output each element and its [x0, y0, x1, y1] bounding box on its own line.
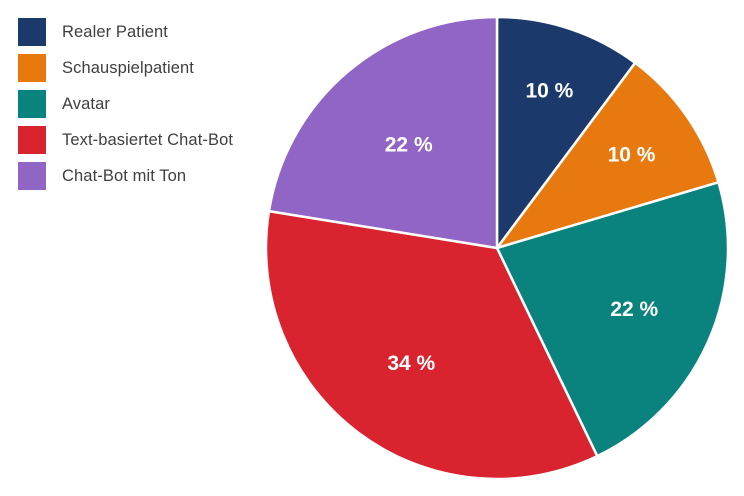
legend-item: Chat-Bot mit Ton: [18, 162, 233, 190]
legend-item: Schauspielpatient: [18, 54, 233, 82]
legend-item: Realer Patient: [18, 18, 233, 46]
slice-label: 22 %: [385, 134, 433, 157]
legend-swatch: [18, 126, 46, 154]
legend-swatch: [18, 54, 46, 82]
slice-label: 22 %: [610, 298, 658, 321]
legend-label: Realer Patient: [62, 22, 168, 41]
legend: Realer Patient Schauspielpatient Avatar …: [18, 18, 233, 190]
pie-slice: [495, 61, 720, 250]
legend-label: Text-basiertet Chat-Bot: [62, 130, 234, 149]
pie-slice: [495, 181, 730, 458]
legend-item: Avatar: [18, 90, 233, 118]
legend-label: Schauspielpatient: [62, 58, 194, 77]
legend-item: Text-basiertet Chat-Bot: [18, 126, 233, 154]
legend-label: Chat-Bot mit Ton: [62, 166, 187, 185]
pie-slice: [267, 15, 499, 250]
legend-swatch: [18, 18, 46, 46]
legend-swatch: [18, 162, 46, 190]
pie-slice: [495, 15, 637, 250]
slice-label: 10 %: [525, 80, 573, 103]
slice-label: 10 %: [608, 144, 656, 167]
legend-label: Avatar: [62, 94, 110, 113]
legend-swatch: [18, 90, 46, 118]
slice-label: 34 %: [387, 352, 435, 375]
pie-slice: [264, 209, 599, 481]
